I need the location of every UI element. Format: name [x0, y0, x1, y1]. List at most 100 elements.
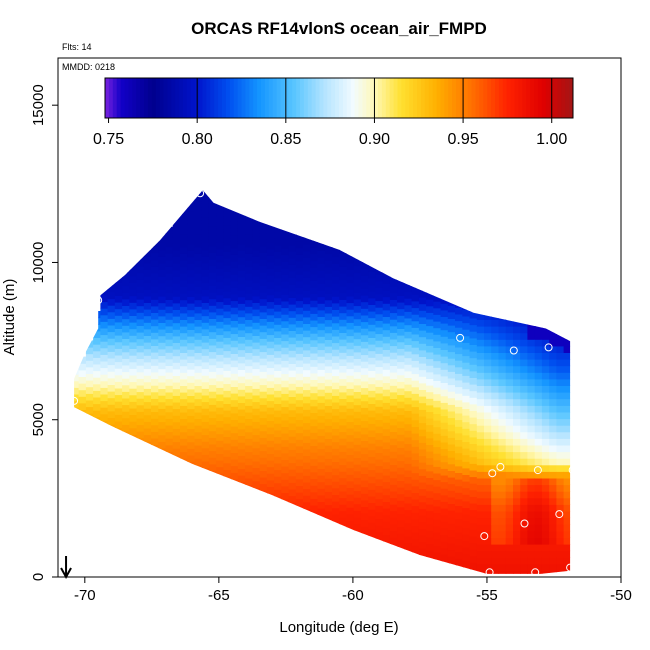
heatmap-cell	[534, 385, 543, 393]
heatmap-cell	[78, 356, 87, 364]
heatmap-cell	[223, 357, 232, 365]
heatmap-cell	[100, 354, 109, 362]
heatmap-cell	[389, 464, 398, 472]
heatmap-cell	[172, 249, 181, 258]
heatmap-cell	[455, 360, 463, 368]
heatmap-cell	[216, 242, 224, 250]
heatmap-cell	[201, 262, 210, 270]
heatmap-cell	[252, 309, 261, 317]
heatmap-cell	[216, 367, 224, 375]
heatmap-cell	[484, 444, 492, 453]
heatmap-cell	[324, 339, 333, 347]
heatmap-cell	[303, 422, 311, 430]
heatmap-cell	[505, 359, 514, 367]
heatmap-cell	[245, 451, 253, 459]
heatmap-cell	[498, 312, 507, 320]
heatmap-cell	[368, 297, 376, 305]
heatmap-cell	[122, 292, 130, 300]
heatmap-cell	[346, 441, 355, 449]
colorbar-segment	[335, 78, 340, 118]
heatmap-cell	[382, 481, 391, 489]
heatmap-cell	[230, 465, 239, 473]
heatmap-cell	[353, 437, 362, 445]
heatmap-cell	[353, 477, 362, 485]
heatmap-cell	[382, 303, 391, 311]
heatmap-cell	[230, 201, 239, 209]
heatmap-cell	[136, 266, 145, 274]
heatmap-cell	[237, 448, 246, 456]
heatmap-cell	[389, 272, 398, 281]
heatmap-cell	[252, 289, 261, 297]
heatmap-cell	[303, 495, 311, 503]
heatmap-cell	[332, 355, 340, 363]
heatmap-cell	[455, 426, 463, 434]
heatmap-cell	[180, 438, 188, 446]
date-annotation: MMDD: 0218	[62, 62, 115, 72]
heatmap-cell	[281, 314, 290, 322]
heatmap-cell	[440, 349, 449, 357]
heatmap-cell	[85, 386, 94, 394]
heatmap-cell	[404, 324, 413, 332]
heatmap-cell	[107, 324, 116, 333]
heatmap-cell	[187, 375, 195, 383]
heatmap-cell	[223, 251, 232, 259]
heatmap-cell	[353, 305, 362, 313]
heatmap-cell	[426, 517, 434, 525]
heatmap-cell	[266, 393, 275, 402]
heatmap-cell	[165, 279, 174, 287]
heatmap-cell	[274, 443, 282, 451]
heatmap-cell	[201, 434, 210, 442]
heatmap-cell	[310, 465, 319, 473]
heatmap-cell	[151, 286, 159, 294]
heatmap-cell	[339, 510, 347, 518]
heatmap-cell	[520, 557, 528, 565]
heatmap-cell	[411, 545, 420, 553]
colorbar-segment	[534, 78, 539, 118]
heatmap-cell	[534, 451, 543, 459]
heatmap-cell	[259, 377, 268, 386]
heatmap-cell	[165, 253, 174, 261]
heatmap-cell	[541, 484, 550, 492]
heatmap-cell	[368, 489, 376, 497]
heatmap-cell	[281, 241, 290, 249]
heatmap-cell	[303, 481, 311, 490]
heatmap-cell	[303, 230, 311, 239]
heatmap-cell	[418, 310, 427, 318]
heatmap-cell	[332, 382, 340, 390]
heatmap-cell	[180, 411, 188, 420]
colorbar-segment	[510, 78, 515, 118]
heatmap-cell	[476, 418, 485, 426]
heatmap-cell	[469, 344, 478, 352]
heatmap-cell	[288, 251, 297, 259]
heatmap-cell	[513, 451, 521, 459]
heatmap-cell	[455, 393, 463, 401]
heatmap-cell	[375, 492, 384, 500]
heatmap-cell	[100, 321, 109, 329]
heatmap-cell	[194, 425, 203, 433]
heatmap-cell	[216, 308, 224, 316]
heatmap-cell	[288, 455, 297, 464]
heatmap-cell	[310, 445, 319, 453]
heatmap-cell	[455, 545, 463, 553]
heatmap-cell	[208, 364, 217, 372]
colorbar-tick-label: 0.95	[448, 131, 479, 148]
heatmap-cell	[484, 517, 492, 525]
colorbar-segment	[463, 78, 469, 118]
heatmap-cell	[520, 332, 528, 340]
heatmap-cell	[462, 302, 471, 310]
heatmap-cell	[237, 290, 246, 298]
heatmap-cell	[172, 283, 181, 291]
heatmap-cell	[462, 560, 471, 568]
heatmap-cell	[353, 516, 362, 525]
heatmap-cell	[541, 563, 550, 571]
heatmap-cell	[274, 324, 282, 332]
heatmap-cell	[411, 399, 420, 408]
heatmap-cell	[346, 309, 355, 317]
heatmap-cell	[237, 389, 246, 397]
heatmap-cell	[223, 264, 232, 272]
heatmap-cell	[136, 252, 145, 260]
heatmap-cell	[375, 432, 384, 440]
heatmap-cell	[476, 319, 485, 327]
colorbar-segment	[471, 78, 476, 118]
